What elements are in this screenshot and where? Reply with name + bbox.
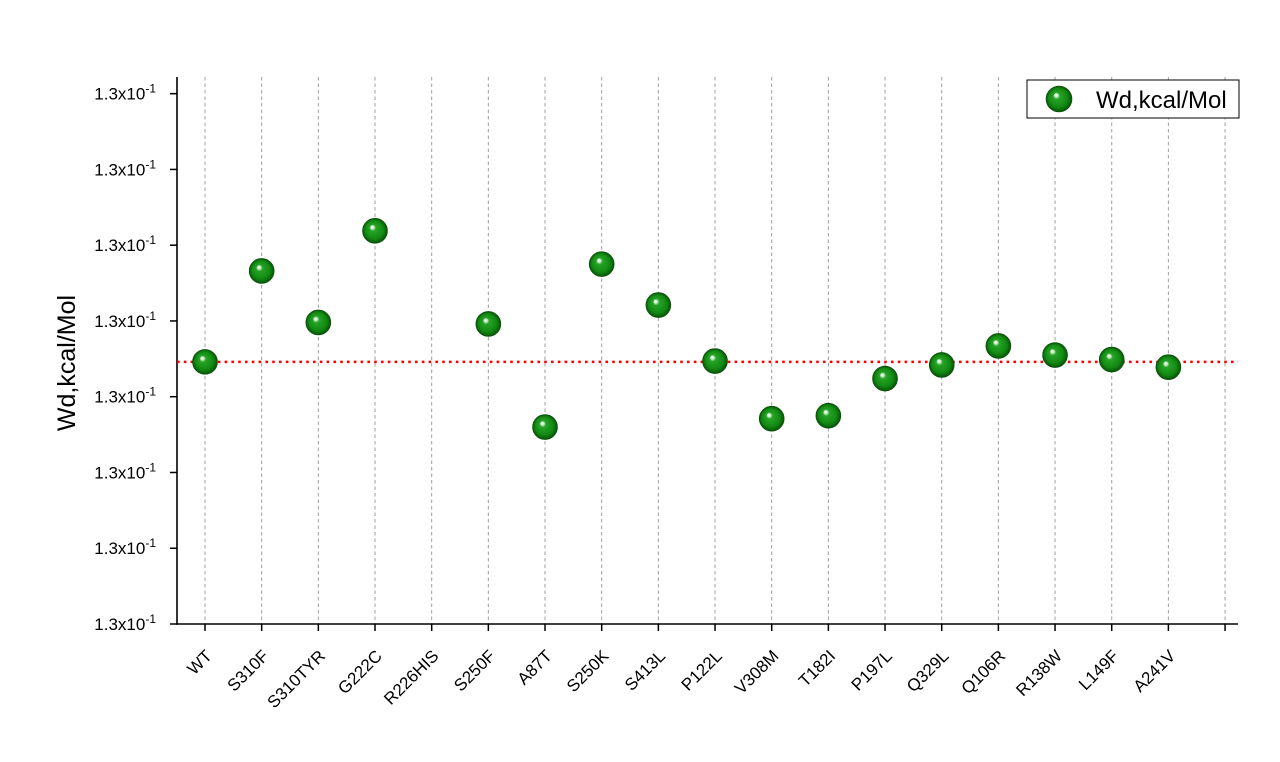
y-tick-label: 1.3x10-1 — [94, 536, 156, 558]
y-tick-label: 1.3x10-1 — [94, 157, 156, 179]
data-point-g222c — [362, 217, 388, 244]
y-tick-label-exponent: -1 — [145, 309, 156, 323]
legend: Wd,kcal/Mol — [1026, 79, 1240, 119]
data-points — [192, 217, 1182, 440]
y-tick-label-mantissa: 1.3x10 — [94, 236, 145, 255]
data-point-s310f — [248, 258, 275, 284]
data-point-s250k — [588, 251, 615, 277]
data-point-t182i — [815, 402, 842, 429]
y-tick-label: 1.3x10-1 — [94, 460, 156, 482]
data-point-q106r — [985, 333, 1012, 359]
y-tick-label: 1.3x10-1 — [94, 385, 156, 407]
y-tick-label-exponent: -1 — [145, 612, 156, 626]
legend-marker-sphere-icon — [1045, 85, 1073, 113]
data-point-wt — [192, 349, 218, 375]
data-point-r138w — [1042, 342, 1068, 368]
y-tick-label-mantissa: 1.3x10 — [94, 85, 145, 104]
data-point-v308m — [758, 405, 785, 432]
data-point-p122l — [702, 348, 728, 374]
y-tick-label-exponent: -1 — [145, 385, 156, 399]
y-tick-label-exponent: -1 — [145, 82, 156, 96]
y-ticks: 1.3x10-11.3x10-11.3x10-11.3x10-11.3x10-1… — [94, 82, 177, 634]
y-tick-label: 1.3x10-1 — [94, 612, 156, 634]
y-tick-label-mantissa: 1.3x10 — [94, 539, 145, 558]
y-tick-label-mantissa: 1.3x10 — [94, 160, 145, 179]
y-tick-label: 1.3x10-1 — [94, 233, 156, 255]
y-tick-label: 1.3x10-1 — [94, 82, 156, 104]
y-tick-label-mantissa: 1.3x10 — [94, 388, 145, 407]
data-point-p197l — [872, 365, 898, 392]
data-point-q329l — [928, 352, 955, 378]
data-point-s413l — [645, 292, 672, 318]
y-tick-label: 1.3x10-1 — [94, 309, 156, 331]
data-point-a87t — [532, 414, 558, 440]
y-axis-title: Wd,kcal/Mol — [53, 295, 81, 431]
y-tick-label-mantissa: 1.3x10 — [94, 615, 145, 634]
y-tick-label-exponent: -1 — [145, 460, 156, 474]
axes — [176, 77, 1238, 625]
y-tick-label-mantissa: 1.3x10 — [94, 312, 145, 331]
y-tick-label-exponent: -1 — [145, 157, 156, 171]
y-tick-label-exponent: -1 — [145, 536, 156, 550]
data-point-a241v — [1155, 354, 1182, 380]
data-point-s310tyr — [305, 309, 332, 336]
y-tick-label-mantissa: 1.3x10 — [94, 463, 145, 482]
data-point-s250f — [475, 311, 502, 337]
legend-label: Wd,kcal/Mol — [1096, 87, 1227, 114]
y-tick-label-exponent: -1 — [145, 233, 156, 247]
data-point-l149f — [1098, 346, 1125, 373]
